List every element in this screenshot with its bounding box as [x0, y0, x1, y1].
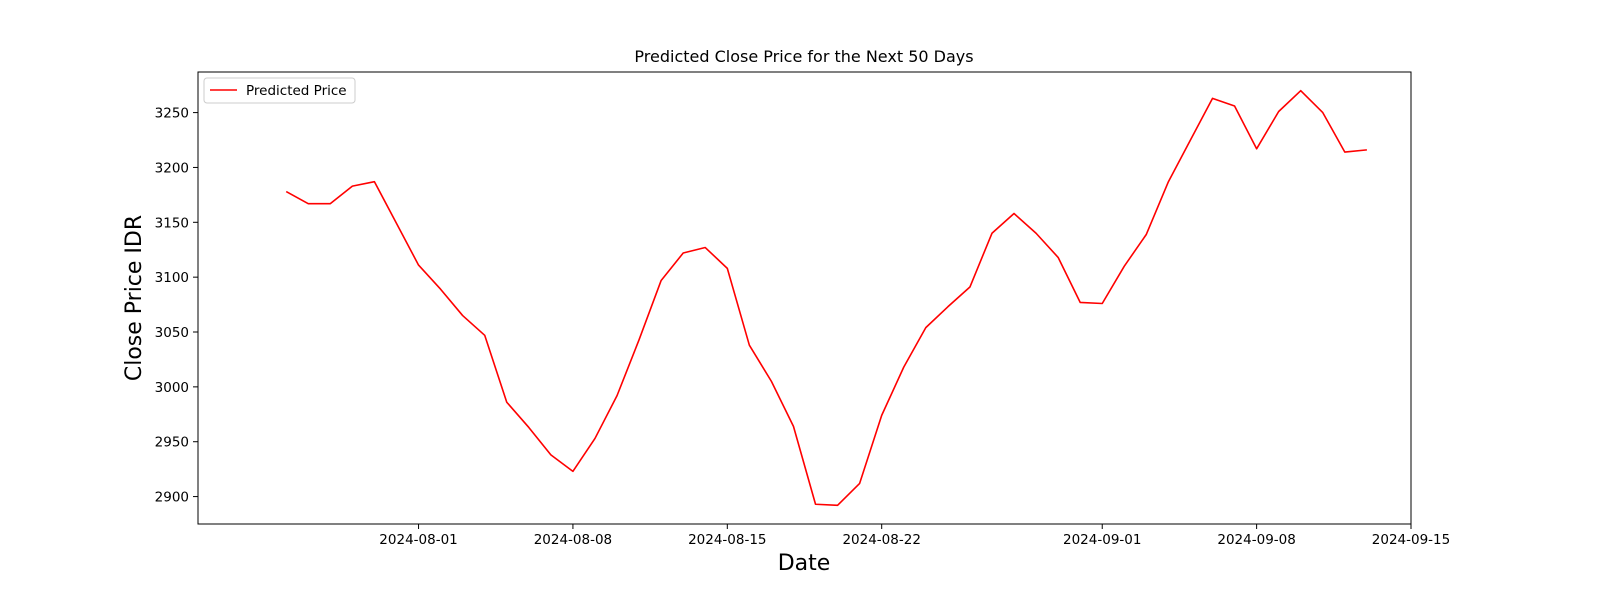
plot-area — [197, 71, 1412, 525]
y-axis-label: Close Price IDR — [122, 215, 147, 381]
x-axis: 2024-08-01 2024-08-08 2024-08-15 2024-08-22… — [379, 524, 1450, 548]
x-tick-label: 2024-08-01 — [379, 532, 457, 548]
y-tick-label: 3100 — [155, 270, 189, 286]
legend-label: Predicted Price — [246, 83, 347, 99]
y-tick-label: 3150 — [155, 215, 189, 231]
y-tick-label: 2950 — [155, 435, 189, 451]
y-tick-label: 3050 — [155, 325, 189, 341]
y-axis: 2900 2950 3000 3050 3100 3150 3200 3250 — [155, 106, 198, 506]
y-tick-label: 2900 — [155, 490, 189, 506]
y-tick-label: 3000 — [155, 380, 189, 396]
x-tick-label: 2024-08-08 — [534, 532, 612, 548]
y-tick-label: 3200 — [155, 160, 189, 176]
chart-title: Predicted Close Price for the Next 50 Da… — [634, 47, 973, 66]
legend-box — [203, 77, 356, 104]
x-tick-label: 2024-09-15 — [1372, 532, 1450, 548]
series-line — [285, 89, 1367, 507]
x-tick-label: 2024-08-22 — [842, 532, 920, 548]
legend: Predicted Price — [203, 77, 356, 104]
x-axis-label: Date — [778, 551, 831, 576]
x-tick-label: 2024-08-15 — [688, 532, 766, 548]
y-tick-label: 3250 — [155, 106, 189, 122]
x-tick-label: 2024-09-08 — [1217, 532, 1295, 548]
x-tick-label: 2024-09-01 — [1063, 532, 1141, 548]
